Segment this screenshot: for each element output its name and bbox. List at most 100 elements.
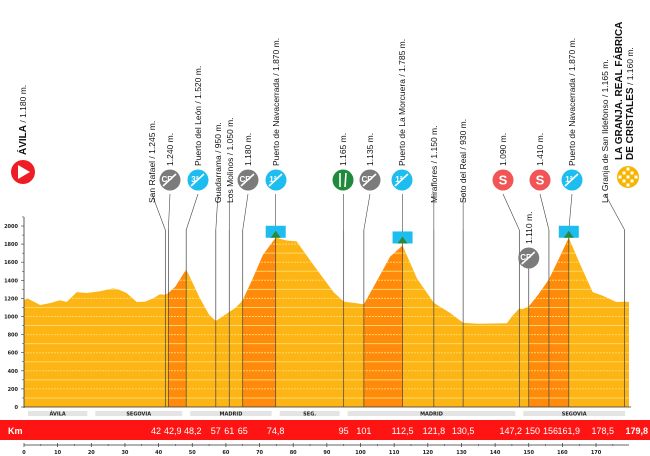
icon-text: CP: [239, 175, 251, 184]
fork-knife-shape: [339, 172, 347, 188]
mountain-slope-shape: [162, 173, 177, 187]
poi-name: Los Molinos: [225, 158, 235, 203]
poi-label: ÁVILA / 1.180 m.: [16, 85, 29, 155]
poi-label: Puerto del León / 1.520 m.: [193, 66, 203, 166]
km-marker-label: 101: [356, 426, 371, 436]
climb-segment: [242, 237, 276, 407]
poi-altitude: 1.090 m.: [498, 133, 508, 166]
poi-altitude: / 1.245 m.: [147, 121, 157, 161]
poi-label: 1.135 m.: [365, 133, 375, 166]
poi-altitude: 1.180 m.: [243, 133, 253, 166]
climb-segment: [363, 237, 403, 407]
icon-text: CP: [520, 253, 532, 262]
cp-icon: CP: [237, 169, 259, 191]
y-tick-label: 400: [8, 369, 19, 375]
y-tick-label: 2000: [4, 224, 18, 230]
icon-text: S: [499, 173, 508, 188]
icon-text: 1ª: [395, 175, 402, 184]
region-label: SEGOVIA: [562, 412, 587, 418]
x-tick-label: 20: [88, 450, 95, 456]
x-tick-label: 70: [256, 450, 263, 456]
x-tick-label: 140: [490, 450, 501, 456]
y-tick-label: 1600: [4, 260, 18, 266]
y-tick-label: 1200: [4, 296, 18, 302]
sprint-icon: S: [492, 169, 514, 191]
region-band: [190, 411, 272, 416]
x-tick-label: 0: [22, 450, 26, 456]
poi-label: 1.165 m.: [338, 133, 348, 166]
summit-peak-icon: [397, 236, 408, 244]
poi-label: 1.180 m.: [243, 133, 253, 166]
poi-name: Guadarrama: [213, 155, 223, 203]
checker-square: [622, 171, 626, 175]
climb-icon: 3ª: [187, 169, 209, 191]
mountain-slope-shape: [268, 173, 283, 187]
mountain-slope-shape: [240, 173, 255, 187]
y-tick-label: 1400: [4, 278, 18, 284]
poi-leader: [185, 193, 199, 231]
poi-name-line2: DE CRISTALES: [625, 87, 636, 160]
final-km-label: 179,8: [625, 426, 648, 436]
sprint-icon: S: [529, 169, 551, 191]
climb-icon: 1ª: [265, 169, 287, 191]
poi-name: Puerto de La Morcuera: [397, 79, 407, 166]
km-bar: [0, 420, 650, 440]
poi-altitude: / 1.785 m.: [397, 39, 407, 79]
icon-circle: [529, 169, 551, 191]
summit-peak-icon: [270, 230, 281, 238]
checker-square: [626, 175, 630, 179]
y-tick-label: 0: [15, 405, 19, 411]
region-label: MADRID: [420, 412, 443, 418]
poi-name: Miraflores: [429, 166, 439, 203]
poi-name: Puerto de Navacerrada: [567, 78, 577, 166]
x-tick-label: 170: [591, 450, 602, 456]
poi-altitude: / 1.180 m.: [18, 85, 28, 125]
play-arrow-shape: [18, 165, 30, 179]
poi-leader: [363, 193, 371, 231]
poi-altitude: / 1.150 m.: [429, 126, 439, 166]
km-marker-label: 61: [224, 426, 234, 436]
climb-icon: 1ª: [391, 169, 413, 191]
poi-altitude: / 1.870 m.: [271, 38, 281, 78]
cp-icon: CP: [518, 247, 540, 269]
poi-name: LA GRANJA. REAL FÁBRICA: [612, 22, 625, 160]
x-tick-label: 150: [524, 450, 535, 456]
icon-text: CP: [161, 175, 173, 184]
poi-label: San Rafael / 1.245 m.: [147, 121, 157, 203]
mountain-slope-shape: [394, 173, 409, 187]
icon-text: 1ª: [565, 175, 572, 184]
poi-altitude: 1.110 m.: [524, 212, 534, 244]
poi-label: Miraflores / 1.150 m.: [429, 126, 439, 203]
poi-leader: [215, 193, 219, 231]
region-band: [523, 411, 626, 416]
poi-leader: [568, 193, 573, 231]
poi-leader: [168, 193, 171, 231]
x-tick-label: 100: [355, 450, 366, 456]
x-tick-label: 40: [155, 450, 162, 456]
km-marker-label: 147,2: [499, 426, 522, 436]
mountain-slope-shape: [521, 251, 536, 265]
region-label: SEGOVIA: [126, 412, 151, 418]
x-tick-label: 160: [557, 450, 568, 456]
poi-altitude: 1.410 m.: [535, 133, 545, 166]
poi-altitude: / 930 m.: [458, 119, 468, 152]
checker-square: [622, 179, 626, 183]
km-marker-label: 130,5: [452, 426, 475, 436]
x-tick-label: 90: [323, 450, 330, 456]
poi-label: Puerto de Navacerrada / 1.870 m.: [271, 38, 281, 166]
poi-label: 1.110 m.: [524, 212, 534, 244]
poi-altitude: / 1.870 m.: [567, 38, 577, 78]
poi-name: La Granja de San Ildefonso: [600, 99, 610, 203]
region-band: [347, 411, 516, 416]
poi-label: 1.090 m.: [498, 133, 508, 166]
poi-label: La Granja de San Ildefonso / 1.165 m.: [600, 59, 610, 203]
poi-name: Puerto de Navacerrada: [271, 78, 281, 166]
x-tick-label: 120: [423, 450, 434, 456]
cp-icon: CP: [359, 169, 381, 191]
poi-altitude: / 950 m.: [213, 122, 223, 155]
y-tick-label: 1800: [4, 242, 18, 248]
checker-square: [634, 175, 638, 179]
km-marker-label: 161,9: [558, 426, 581, 436]
poi-name: ÁVILA: [16, 125, 29, 155]
